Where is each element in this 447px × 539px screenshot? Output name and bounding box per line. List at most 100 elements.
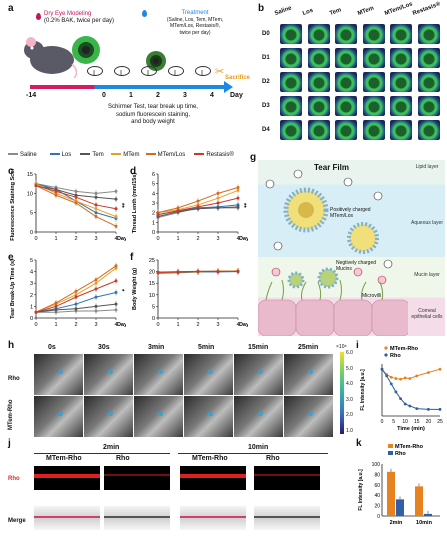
legend-item: Tem [80,152,104,158]
chart-i: 0 5 10 15 20 25 Time (min) FL Intensity [a.u.] M… [360,346,443,432]
legend-swatch [49,153,60,156]
drop-icon [36,13,41,20]
fluorescence-image [34,396,83,437]
eye-image [307,120,330,140]
legend-label: MTem [123,152,140,158]
data-point [216,270,220,274]
y-tick-label: 5 [30,211,33,217]
y-tick-label: 60 [374,483,380,489]
row-label-rho: Rho [8,376,20,382]
group-header: Tem [328,7,343,17]
x-tick-label: 2min [390,520,403,526]
data-point [34,184,38,188]
legend-item: MTem [111,152,140,158]
timeline-bar [30,85,226,89]
y-tick-label: 1 [30,304,33,310]
data-point [389,382,393,386]
y-axis-label: Thread Lenth (mm/15s) [132,173,138,234]
timeline-arrowhead [224,81,233,93]
fluorescence-image [184,396,233,437]
chart-f: 0 5 10 15 20 25 0 1 2 3 4 Day Body Weight (g) [132,258,248,328]
data-point [408,404,412,408]
data-point [114,279,118,283]
data-point [114,308,118,312]
data-point [34,310,38,314]
data-point [236,186,240,190]
eye-image [390,24,412,44]
layer-lipid: Lipid layer [415,164,439,170]
significance-label: ** [118,203,124,208]
data-point [394,377,398,380]
column-label: MTem-Rho [192,455,228,462]
annotation-mucins: Negtively charged Mucins [336,260,377,272]
colorbar-tick-label: 1.0 [346,427,353,434]
data-point [74,302,78,306]
legend-label: Saline [20,152,37,158]
y-tick-label: 5 [152,304,155,310]
fluorescence-image [284,354,333,395]
fluorescence-spot [158,370,163,374]
eye-image [362,48,385,68]
eye-image [335,48,357,68]
fluorescence-spot [258,370,263,374]
y-axis-label: Body Weight (g) [132,268,138,310]
tick-label: 3 [183,92,187,99]
merge-band [104,516,170,518]
panel-label-j: j [8,438,11,449]
data-point [94,191,98,195]
data-point [94,203,98,207]
timeline-ticks: -14 0 1 2 3 4 Day [22,92,243,102]
legend-label: Tem [92,152,104,158]
fluorescence-image [84,354,133,395]
legend-label: Rho [390,353,401,359]
scissors-icon: ✂ [215,66,225,78]
fluorescence-spot [308,412,313,416]
rho-band [34,474,100,478]
x-tick-label: 0 [381,419,384,425]
legend-swatch [388,451,393,455]
data-point [415,374,419,378]
significance-label: * [118,289,124,292]
fluorescence-image [284,396,333,437]
data-point [94,304,98,308]
x-axis-label: Day [239,322,248,328]
x-tick-label: 3 [216,322,219,328]
row-label-merge: Merge [8,518,26,524]
eye-image [335,72,357,92]
legend-swatch [384,353,388,357]
eye-icon [72,36,100,64]
fluorescence-spot [108,370,113,374]
data-point [196,199,200,203]
data-point [114,290,118,294]
time-label: 3min [148,344,165,351]
data-point [403,402,407,406]
merge-band [34,516,100,518]
data-point [114,264,118,268]
data-point [403,376,407,380]
data-point [438,367,442,371]
x-tick-label: 25 [437,419,443,425]
time-label: 0s [48,344,56,351]
data-point [114,197,118,201]
series-line [381,368,441,380]
y-tick-label: 40 [374,493,380,499]
y-tick-label: 20 [149,270,155,276]
panel-label-e: e [8,252,14,263]
eye-image [417,96,440,116]
colorbar-tick-label: 4.0 [346,381,353,387]
merge-image [180,506,246,530]
data-point [74,189,78,193]
bar [424,513,432,516]
data-point [216,201,220,205]
x-tick-label: 4 [236,236,239,242]
data-point [236,196,240,200]
eye-image [307,96,330,116]
data-point [74,201,78,205]
x-tick-label: 2 [74,322,77,328]
eye-row [85,66,245,78]
rho-image [104,466,170,490]
x-tick-label: 10 [402,419,408,425]
merge-image [104,506,170,530]
legend-label: Rho [395,451,406,457]
fluorescence-spot [208,370,213,374]
